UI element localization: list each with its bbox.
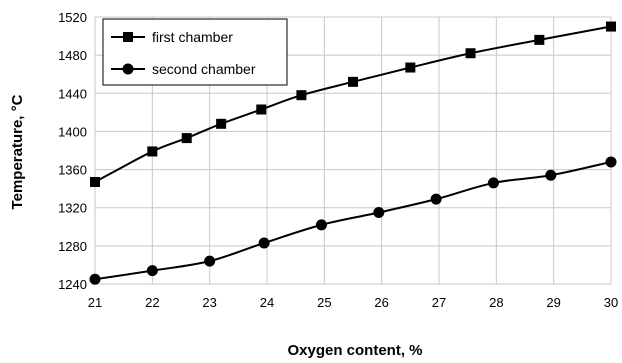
x-tick-labels: 21 22 23 24 25 26 27 28 29 30 <box>88 295 618 310</box>
data-point-second-chamber <box>430 193 442 205</box>
x-tick-label: 27 <box>432 295 446 310</box>
legend-label-second-chamber: second chamber <box>152 61 256 77</box>
y-tick-label: 1240 <box>58 277 87 292</box>
x-tick-label: 24 <box>260 295 274 310</box>
x-tick-label: 26 <box>374 295 388 310</box>
data-point-first-chamber <box>405 62 416 73</box>
y-tick-label: 1280 <box>58 239 87 254</box>
y-tick-label: 1400 <box>58 124 87 139</box>
grid <box>94 16 612 285</box>
data-point-first-chamber <box>348 76 358 87</box>
y-tick-labels: 1240 1280 1320 1360 1400 1440 1480 1520 <box>58 10 87 292</box>
y-axis-title: Temperature, °C <box>9 94 26 209</box>
data-point-first-chamber <box>256 104 267 115</box>
x-tick-label: 29 <box>546 295 560 310</box>
data-point-first-chamber <box>147 146 158 157</box>
data-point-second-chamber <box>89 273 101 285</box>
legend-marker-square <box>123 32 133 42</box>
x-tick-label: 25 <box>317 295 331 310</box>
series-group <box>89 21 617 285</box>
x-tick-label: 30 <box>604 295 618 310</box>
y-tick-label: 1480 <box>58 48 87 63</box>
data-point-second-chamber <box>545 169 557 181</box>
data-point-first-chamber <box>181 133 192 144</box>
data-point-second-chamber <box>258 237 270 249</box>
data-point-first-chamber <box>465 48 476 59</box>
legend-marker-circle <box>122 63 134 75</box>
data-point-second-chamber <box>373 206 385 218</box>
legend-label-first-chamber: first chamber <box>152 29 233 45</box>
y-tick-label: 1360 <box>58 163 87 178</box>
data-point-second-chamber <box>146 265 158 277</box>
series-line-second-chamber <box>94 160 612 281</box>
data-point-second-chamber <box>605 156 617 168</box>
y-tick-label: 1440 <box>58 86 87 101</box>
y-tick-label: 1520 <box>58 10 87 25</box>
data-point-second-chamber <box>204 255 216 267</box>
data-point-first-chamber <box>90 176 100 187</box>
y-tick-label: 1320 <box>58 201 87 216</box>
data-point-first-chamber <box>296 90 307 101</box>
x-tick-label: 23 <box>202 295 216 310</box>
data-point-first-chamber <box>216 118 227 129</box>
data-point-second-chamber <box>487 177 499 189</box>
x-tick-label: 21 <box>88 295 102 310</box>
data-point-second-chamber <box>315 219 327 231</box>
x-tick-label: 22 <box>145 295 159 310</box>
legend: first chamber second chamber <box>102 18 288 86</box>
data-point-first-chamber <box>606 21 616 32</box>
legend-box <box>102 18 288 86</box>
data-point-first-chamber <box>534 34 545 45</box>
x-axis-title: Oxygen content, % <box>287 342 422 359</box>
x-tick-label: 28 <box>489 295 503 310</box>
